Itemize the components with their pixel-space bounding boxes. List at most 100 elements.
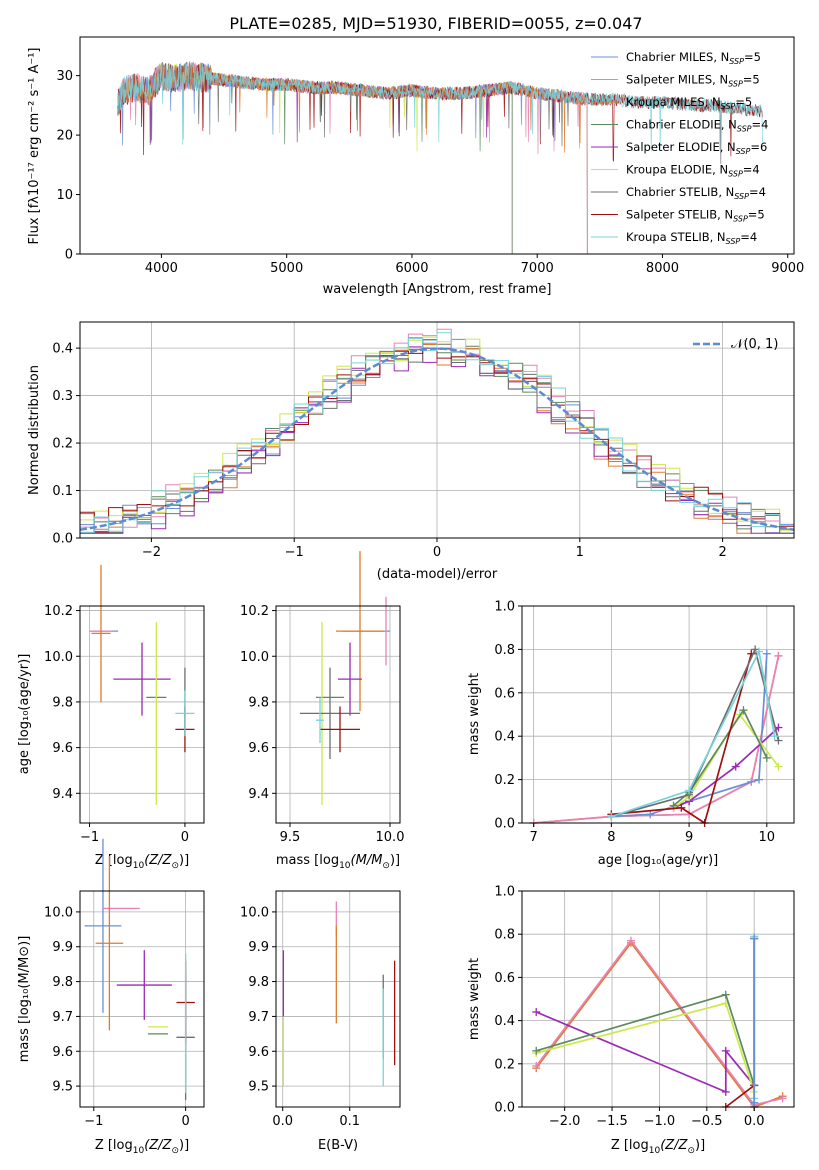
x-tick-label: 0.0: [272, 1114, 293, 1129]
x-tick-label: −0.5: [691, 1114, 723, 1129]
legend-label-base: Kroupa MILES, N: [626, 95, 721, 109]
x-tick-label: 9: [685, 830, 693, 845]
weight-line: [535, 1011, 755, 1094]
legend-label-tail: =5: [748, 208, 765, 222]
y-tick-label: 0.6: [494, 686, 515, 701]
legend-label: Kroupa ELODIE, NSSP=4: [626, 163, 760, 179]
y-tick-label: 0.4: [494, 1014, 515, 1029]
weight-age-xlabel: age [log₁₀(age/yr)]: [598, 853, 719, 868]
spectrum-xlabel: wavelength [Angstrom, rest frame]: [323, 282, 552, 297]
legend-label-base: Kroupa ELODIE, N: [626, 163, 728, 177]
x-tick-label: 1: [576, 545, 584, 560]
y-tick-label: 9.8: [52, 975, 73, 990]
legend-label-base: Salpeter MILES, N: [626, 73, 728, 87]
legend-label-sub: SSP: [734, 192, 749, 201]
y-tick-label: 1.0: [494, 600, 515, 615]
x-tick-label: 0: [181, 1114, 189, 1129]
legend-label-tail: =5: [743, 73, 760, 87]
legend-label-sub: SSP: [736, 147, 751, 156]
legend-label-tail: =5: [744, 50, 761, 64]
spectrum-panel: 4000 5000 6000 7000 8000 9000 0 10 20 30 Chabrier…: [27, 36, 804, 297]
y-tick-label: 0.2: [494, 1057, 515, 1072]
age-mass-xlabel: mass [log10(M/M⊙)]: [276, 853, 400, 871]
legend-label-sub: SSP: [737, 125, 752, 134]
y-tick-label: 0: [65, 248, 73, 263]
y-tick-label: 9.9: [52, 940, 73, 955]
y-tick-label: 10.0: [44, 650, 73, 665]
x-tick-label: 7: [530, 830, 538, 845]
legend-label-tail: =4: [749, 185, 766, 199]
legend-label-base: Chabrier ELODIE, N: [626, 118, 737, 132]
mass-z-panel: −1 0 9.5 9.6 9.7 9.8 9.9 10.0 Z [log10(Z/Z⊙)] m…: [17, 838, 205, 1156]
legend-label: Salpeter MILES, NSSP=5: [626, 73, 760, 89]
x-tick-label: −1.5: [596, 1114, 628, 1129]
legend-label-base: Chabrier MILES, N: [626, 50, 729, 64]
legend-label: Kroupa MILES, NSSP=5: [626, 95, 752, 111]
x-tick-label: 0: [181, 830, 189, 845]
y-tick-label: 10: [56, 188, 73, 203]
legend-label-sub: SSP: [729, 57, 744, 66]
age-z-panel: −1 0 9.4 9.6 9.8 10.0 10.2 Z [log10(Z/Z⊙)] age…: [17, 564, 205, 871]
y-tick-label: 9.9: [248, 940, 269, 955]
weight-line: [672, 708, 768, 807]
mass-ebv-xlabel: E(B-V): [318, 1138, 358, 1153]
x-tick-label: 2: [718, 545, 726, 560]
gaussian-curve: [79, 347, 795, 531]
weight-age-ylabel: mass weight: [467, 673, 482, 755]
mass-z-xlabel: Z [log10(Z/Z⊙)]: [95, 1138, 189, 1156]
y-tick-label: 10.0: [44, 905, 73, 920]
x-tick-label: 10.0: [376, 830, 405, 845]
y-tick-label: 10.2: [44, 604, 73, 619]
y-tick-label: 0.6: [494, 971, 515, 986]
legend-label-base: Salpeter STELIB, N: [626, 208, 733, 222]
y-tick-label: 0.3: [52, 389, 73, 404]
x-tick-label: −1: [80, 830, 99, 845]
x-tick-label: 8: [607, 830, 615, 845]
y-tick-label: 9.5: [52, 1080, 73, 1095]
legend-label-tail: =4: [752, 118, 769, 132]
legend-label-tail: =6: [750, 140, 767, 154]
y-tick-label: 9.4: [248, 787, 269, 802]
y-tick-label: 20: [56, 129, 73, 144]
y-tick-label: 0.1: [52, 484, 73, 499]
x-tick-label: −2.0: [549, 1114, 581, 1129]
age-z-ylabel: age [log₁₀(age/yr)]: [17, 654, 32, 775]
x-tick-label: 0.1: [339, 1114, 360, 1129]
legend-label-sub: SSP: [733, 215, 748, 224]
legend-label-sub: SSP: [728, 170, 743, 179]
legend-label-base: Kroupa STELIB, N: [626, 230, 726, 244]
legend-label: Salpeter ELODIE, NSSP=6: [626, 140, 767, 156]
weight-age-panel: 7 8 9 10 0.0 0.2 0.4 0.6 0.8 1.0 age [log₁₀(age/y…: [467, 600, 795, 868]
y-tick-label: 0.4: [52, 342, 73, 357]
age-z-xlabel: Z [log10(Z/Z⊙)]: [95, 853, 189, 871]
y-tick-label: 0.0: [494, 1101, 515, 1116]
x-tick-label: 5000: [270, 261, 303, 276]
x-tick-label: −1.0: [644, 1114, 676, 1129]
weight-z-xlabel: Z [log10(Z/Z⊙)]: [611, 1138, 705, 1156]
gaussian-legend: 𝒩(0, 1): [693, 337, 778, 352]
y-tick-label: 30: [56, 69, 73, 84]
weight-z-panel: −2.0 −1.5 −1.0 −0.5 0.0 0.0 0.2 0.4 0.6 0.8 1.0 Z …: [467, 885, 795, 1156]
x-tick-label: 9.5: [280, 830, 301, 845]
residual-panel: −2 −1 0 1 2 0.0 0.1 0.2 0.3 0.4 𝒩(0, 1) (data-mod…: [27, 321, 795, 582]
mass-ebv-panel: 0.0 0.1 9.5 9.6 9.7 9.8 9.9 10.0 E(B-V): [240, 890, 401, 1153]
y-tick-label: 9.6: [52, 1045, 73, 1060]
legend-label-sub: SSP: [726, 237, 741, 246]
x-tick-label: −1: [84, 1114, 103, 1129]
weight-line: [611, 653, 753, 825]
legend-label: Chabrier MILES, NSSP=5: [626, 50, 761, 66]
y-tick-label: 9.7: [52, 1010, 73, 1025]
residual-ylabel: Normed distribution: [27, 365, 42, 495]
y-tick-label: 0.2: [494, 773, 515, 788]
age-mass-panel: 9.5 10.0 9.4 9.6 9.8 10.0 10.2 mass [log10(M/M…: [240, 551, 404, 871]
y-tick-label: 10.0: [240, 905, 269, 920]
legend-label: Chabrier STELIB, NSSP=4: [626, 185, 766, 201]
x-tick-label: 0: [433, 545, 441, 560]
legend-label-tail: =5: [735, 95, 752, 109]
y-tick-label: 0.0: [494, 817, 515, 832]
y-tick-label: 0.8: [494, 643, 515, 658]
gaussian-legend-label: 𝒩(0, 1): [731, 337, 778, 352]
y-tick-label: 0.2: [52, 437, 73, 452]
legend-label: Salpeter STELIB, NSSP=5: [626, 208, 765, 224]
x-tick-label: 4000: [145, 261, 178, 276]
